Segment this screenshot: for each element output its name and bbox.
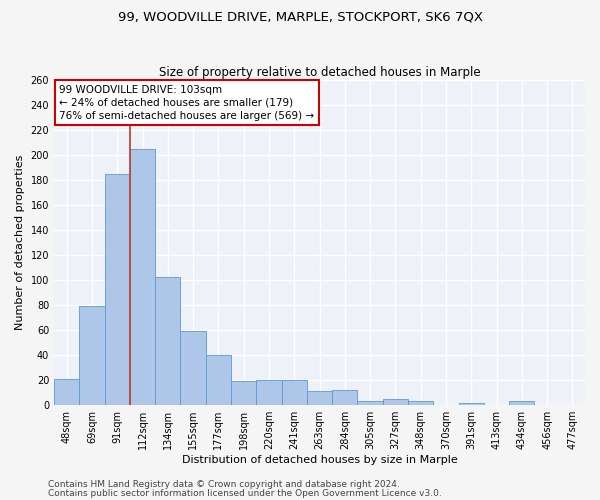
Bar — [509, 402, 535, 405]
Bar — [307, 392, 332, 405]
Bar — [155, 278, 181, 405]
Text: 99, WOODVILLE DRIVE, MARPLE, STOCKPORT, SK6 7QX: 99, WOODVILLE DRIVE, MARPLE, STOCKPORT, … — [118, 10, 482, 23]
Bar — [383, 399, 408, 405]
Bar — [281, 380, 307, 405]
Bar — [79, 306, 104, 405]
Title: Size of property relative to detached houses in Marple: Size of property relative to detached ho… — [159, 66, 481, 78]
Bar — [130, 148, 155, 405]
Bar — [408, 402, 433, 405]
Bar — [104, 174, 130, 405]
Bar — [206, 355, 231, 405]
Bar — [256, 380, 281, 405]
Text: Contains HM Land Registry data © Crown copyright and database right 2024.: Contains HM Land Registry data © Crown c… — [48, 480, 400, 489]
Text: Contains public sector information licensed under the Open Government Licence v3: Contains public sector information licen… — [48, 488, 442, 498]
Bar — [358, 402, 383, 405]
Y-axis label: Number of detached properties: Number of detached properties — [15, 155, 25, 330]
Bar — [332, 390, 358, 405]
Bar — [181, 332, 206, 405]
Text: 99 WOODVILLE DRIVE: 103sqm
← 24% of detached houses are smaller (179)
76% of sem: 99 WOODVILLE DRIVE: 103sqm ← 24% of deta… — [59, 84, 314, 121]
Bar — [54, 379, 79, 405]
X-axis label: Distribution of detached houses by size in Marple: Distribution of detached houses by size … — [182, 455, 457, 465]
Bar — [458, 402, 484, 405]
Bar — [231, 382, 256, 405]
